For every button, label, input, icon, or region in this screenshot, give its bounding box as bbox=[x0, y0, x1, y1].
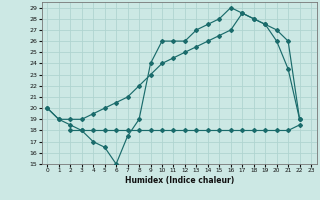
X-axis label: Humidex (Indice chaleur): Humidex (Indice chaleur) bbox=[124, 176, 234, 185]
